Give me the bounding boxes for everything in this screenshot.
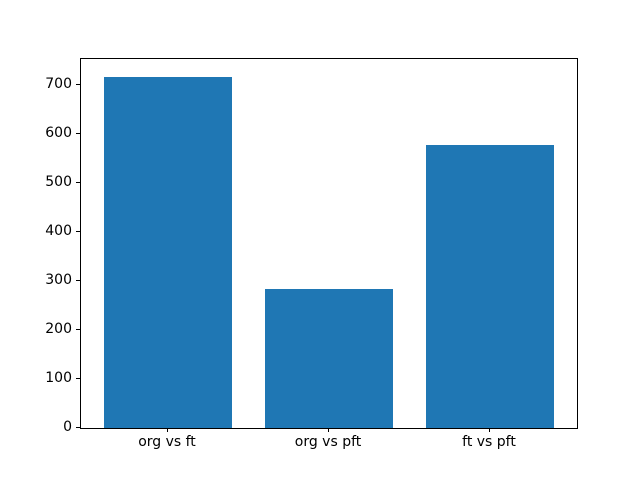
y-tick-label: 600 [45, 125, 72, 142]
y-tick-mark [76, 231, 80, 233]
y-tick-mark [76, 427, 80, 428]
bar-org-vs-pft [264, 289, 394, 428]
x-tick-label: ft vs pft [462, 434, 516, 450]
x-tick-mark [489, 428, 490, 432]
y-tick-label: 700 [45, 76, 72, 93]
y-tick-mark [76, 378, 80, 380]
y-tick-mark [76, 329, 80, 331]
y-tick-label: 100 [45, 370, 72, 387]
y-tick-label: 500 [45, 174, 72, 191]
x-tick-label: org vs pft [294, 434, 362, 450]
x-tick-mark [328, 428, 329, 432]
y-tick-mark [76, 84, 80, 86]
plot-area [80, 58, 578, 429]
bar-ft-vs-pft [425, 145, 555, 428]
x-tick-mark [167, 428, 168, 432]
y-tick-mark [76, 182, 80, 184]
y-tick-label: 0 [63, 419, 72, 435]
y-tick-mark [76, 280, 80, 282]
x-tick-label: org vs ft [138, 434, 196, 450]
y-tick-label: 300 [45, 272, 72, 289]
y-tick-label: 400 [45, 223, 72, 240]
y-tick-mark [76, 133, 80, 135]
y-tick-label: 200 [45, 321, 72, 338]
bar-org-vs-ft [103, 76, 233, 428]
